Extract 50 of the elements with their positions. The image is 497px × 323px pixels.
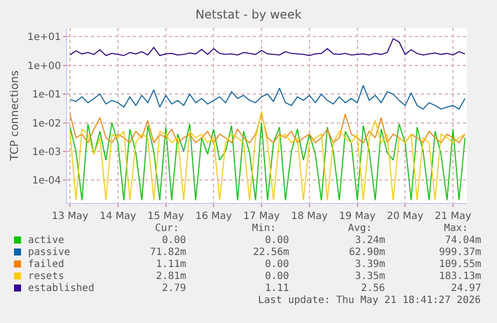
y-tick-label: 1e+00 <box>27 60 61 72</box>
text: 183.13m <box>439 271 482 282</box>
text: 71.82m <box>150 247 186 258</box>
legend-label: resets <box>28 271 64 282</box>
x-tick-label: 15 May <box>147 211 184 222</box>
text: Min: <box>252 223 276 234</box>
x-tick-label: 14 May <box>100 211 136 222</box>
line-series <box>69 84 466 110</box>
text: 3.35m <box>355 271 386 282</box>
text: Last update: Thu May 21 18:41:27 2026 <box>258 295 481 306</box>
legend-label: passive <box>28 247 70 258</box>
x-tick-label: 21 May <box>434 211 472 222</box>
y-tick-label: 1e-04 <box>32 176 61 187</box>
y-tick-label: 1e-02 <box>32 118 61 130</box>
line-series <box>69 114 466 144</box>
y-tick-label: 1e+01 <box>27 32 61 44</box>
text: 22.56m <box>253 247 290 258</box>
x-tick-label: 13 May <box>52 211 88 222</box>
line-series <box>69 38 466 56</box>
text: Max: <box>444 223 468 234</box>
text: Cur: <box>155 223 180 234</box>
text: Avg: <box>348 223 372 234</box>
text: 3.39m <box>355 259 386 270</box>
x-tick-label: 20 May <box>386 211 424 222</box>
text: 62.90m <box>349 247 386 258</box>
text: 2.81m <box>156 271 186 282</box>
legend-label: established <box>28 283 94 294</box>
text: 109.55m <box>439 259 482 270</box>
text: 0.00 <box>265 235 290 246</box>
x-tick-label: 19 May <box>338 211 376 222</box>
text: 3.24m <box>355 235 386 246</box>
text: 0.00 <box>162 235 186 246</box>
x-tick-label: 17 May <box>243 211 280 222</box>
text: 1.11 <box>265 283 290 294</box>
text: 0.00 <box>265 259 290 270</box>
text: 0.00 <box>265 271 290 282</box>
legend-label: failed <box>28 259 64 270</box>
text: 24.97 <box>451 283 482 294</box>
text: 2.79 <box>162 283 186 294</box>
text: 74.04m <box>445 235 482 246</box>
y-axis-title: TCP connections <box>8 70 22 162</box>
text: 2.56 <box>361 283 386 294</box>
y-tick-label: 1e-01 <box>32 90 61 101</box>
y-tick-label: 1e-03 <box>32 146 61 158</box>
legend-label: active <box>28 235 64 246</box>
x-tick-label: 18 May <box>291 211 328 222</box>
chart-title: Netstat - by week <box>195 7 302 22</box>
text: 999.37m <box>439 247 482 258</box>
text: 1.11m <box>156 259 186 270</box>
x-tick-label: 16 May <box>195 211 232 222</box>
